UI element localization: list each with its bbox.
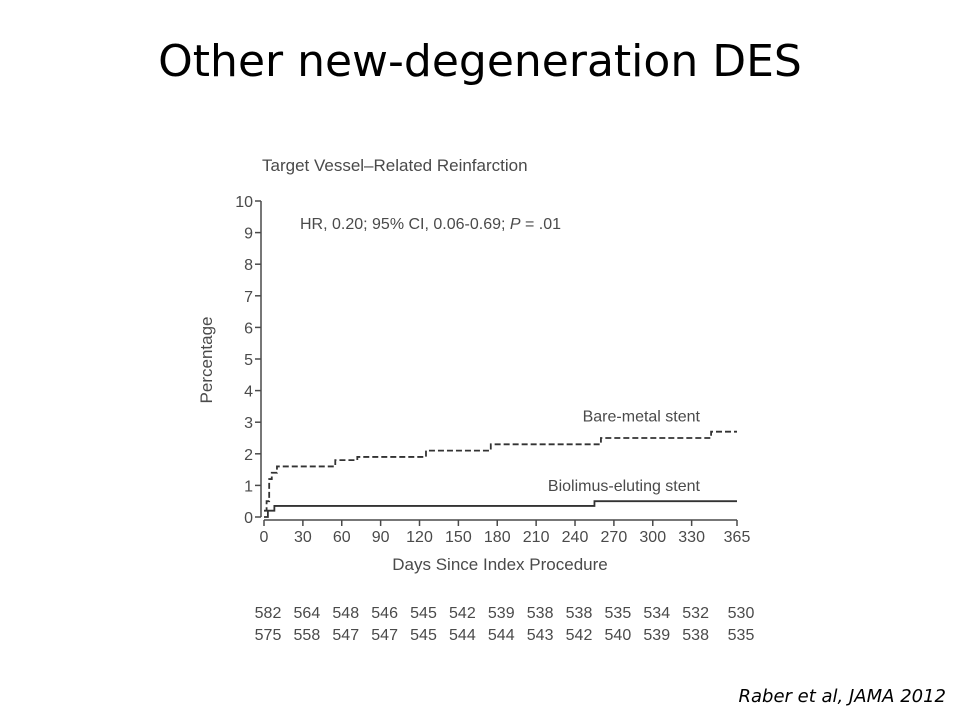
x-tick-label: 90: [372, 529, 390, 546]
annotation-part: HR, 0.20; 95% CI, 0.06-0.69;: [300, 216, 510, 233]
chart-title: Target Vessel–Related Reinfarction: [262, 156, 528, 175]
risk-cell: 535: [605, 605, 632, 622]
y-tick-label: 5: [244, 352, 253, 369]
risk-cell: 540: [605, 627, 632, 644]
risk-cell: 547: [371, 627, 398, 644]
risk-cell: 545: [410, 605, 437, 622]
biolimus-eluting-stent-line: [264, 500, 737, 518]
risk-cell: 539: [488, 605, 515, 622]
annotation-part: = .01: [521, 216, 562, 233]
x-tick-label: 365: [724, 529, 751, 546]
series-layer: Bare-metal stent Biolimus-eluting stent: [264, 409, 737, 518]
risk-cell: 535: [728, 627, 755, 644]
y-tick-label: 8: [244, 257, 253, 274]
x-axis-label: Days Since Index Procedure: [392, 555, 607, 574]
risk-cell: 558: [294, 627, 321, 644]
risk-cell: 582: [255, 605, 282, 622]
risk-cell: 539: [643, 627, 670, 644]
risk-cell: 548: [332, 605, 359, 622]
x-tick-label: 150: [445, 529, 472, 546]
risk-cell: 542: [566, 627, 593, 644]
risk-cell: 543: [527, 627, 554, 644]
y-tick-label: 2: [244, 447, 253, 464]
y-tick-label: 0: [244, 510, 253, 527]
bare-metal-stent-label: Bare-metal stent: [583, 409, 701, 426]
x-tick-label: 330: [678, 529, 705, 546]
risk-cell: 534: [643, 605, 670, 622]
y-tick-label: 3: [244, 415, 253, 432]
x-tick-label: 180: [484, 529, 511, 546]
x-tick-label: 0: [260, 529, 269, 546]
y-tick-label: 6: [244, 320, 253, 337]
number-at-risk-table: 582 564 548 546 545 542 539 538 538 535 534 532 530 5…: [255, 605, 755, 644]
axes: 0 1 2 3 4 5 6 7 8 9 10 0 30 60 90 120 150 180 210 240 270 300…: [235, 194, 750, 546]
slide-title: Other new-degeneration DES: [158, 36, 802, 87]
risk-cell: 575: [255, 627, 282, 644]
y-tick-label: 7: [244, 289, 253, 306]
x-tick-label: 30: [294, 529, 312, 546]
bare-metal-stent-line: [264, 430, 737, 512]
y-tick-label: 9: [244, 226, 253, 243]
risk-cell: 530: [728, 605, 755, 622]
hr-annotation: HR, 0.20; 95% CI, 0.06-0.69; P = .01: [300, 216, 561, 233]
risk-cell: 546: [371, 605, 398, 622]
risk-cell: 564: [294, 605, 321, 622]
x-tick-label: 60: [333, 529, 351, 546]
risk-cell: 538: [527, 605, 554, 622]
risk-cell: 542: [449, 605, 476, 622]
y-tick-label: 1: [244, 478, 253, 495]
risk-cell: 538: [682, 627, 709, 644]
risk-cell: 538: [566, 605, 593, 622]
x-tick-label: 300: [639, 529, 666, 546]
y-axis-label: Percentage: [197, 317, 216, 404]
biolimus-eluting-stent-label: Biolimus-eluting stent: [548, 478, 701, 495]
risk-cell: 544: [449, 627, 476, 644]
risk-cell: 547: [332, 627, 359, 644]
risk-cell: 545: [410, 627, 437, 644]
risk-cell: 532: [682, 605, 709, 622]
annotation-part: P: [510, 216, 521, 233]
x-tick-label: 120: [406, 529, 433, 546]
risk-cell: 544: [488, 627, 515, 644]
y-tick-label: 10: [235, 194, 253, 211]
x-tick-label: 210: [523, 529, 550, 546]
x-tick-label: 270: [601, 529, 628, 546]
citation: Raber et al, JAMA 2012: [738, 686, 946, 707]
x-tick-label: 240: [562, 529, 589, 546]
y-tick-label: 4: [244, 384, 253, 401]
